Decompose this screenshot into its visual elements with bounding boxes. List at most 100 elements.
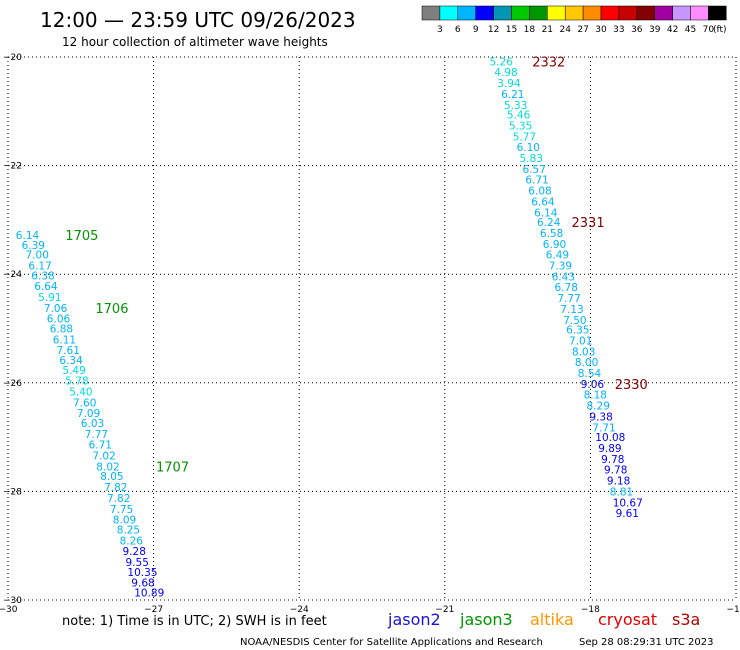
colorbar-label: 33: [613, 25, 624, 35]
colorbar-swatch: [636, 5, 655, 21]
satellite-legend: jason2 jason3 altika cryosat s3a: [387, 610, 700, 629]
x-tick-label: −18: [581, 605, 600, 615]
swh-point: 9.38: [589, 412, 612, 424]
swh-point: 8.02: [96, 461, 119, 473]
x-tick-label: −30: [0, 605, 18, 615]
swh-point: 7.50: [563, 315, 586, 327]
swh-point: 9.28: [123, 546, 146, 558]
colorbar-label: 6: [455, 25, 461, 35]
swh-point: 6.10: [517, 142, 540, 154]
legend-altika: altika: [530, 610, 574, 629]
swh-point: 6.58: [540, 228, 563, 240]
colorbar-legend: 3 6 9 12 15 18 21 24 27 30 33 36 39 42 45 70: [421, 5, 727, 35]
colorbar-label: 15: [506, 25, 517, 35]
swh-point: 8.09: [113, 515, 136, 527]
colorbar-label: 21: [542, 25, 553, 35]
swh-point: 7.02: [92, 451, 115, 463]
swh-point: 6.49: [546, 250, 569, 262]
swh-point: 9.18: [607, 476, 630, 488]
swh-point: 6.64: [34, 281, 58, 293]
legend-s3a: s3a: [672, 610, 700, 629]
swh-point: 7.60: [73, 397, 96, 409]
swh-point: 9.06: [581, 379, 605, 391]
swh-point: 9.89: [598, 443, 621, 455]
swh-point: 6.34: [59, 355, 83, 367]
swh-point: 6.35: [566, 325, 589, 337]
swh-point: 5.83: [520, 153, 543, 165]
swh-point: 7.00: [26, 250, 49, 262]
swh-point: 6.17: [28, 261, 51, 273]
colorbar-label: 12: [488, 25, 499, 35]
colorbar-swatch: [654, 5, 673, 21]
page-subtitle: 12 hour collection of altimeter wave hei…: [62, 35, 328, 49]
swh-point: 6.78: [555, 282, 578, 294]
legend-jason3: jason3: [459, 610, 513, 629]
swh-point: 6.90: [543, 239, 566, 251]
colorbar-swatch: [708, 5, 727, 21]
swh-point: 5.49: [62, 365, 85, 377]
colorbar-swatch: [672, 5, 691, 21]
swh-point: 6.06: [47, 314, 71, 326]
swh-point: 8.81: [610, 486, 633, 498]
swh-point: 6.24: [537, 217, 561, 229]
colorbar-swatch: [618, 5, 638, 21]
swh-point: 5.46: [507, 110, 531, 122]
swh-point: 5.78: [65, 376, 88, 388]
colorbar-label: 24: [559, 25, 571, 35]
time-label: 2330: [615, 378, 648, 393]
swh-point: 9.61: [616, 508, 639, 520]
swh-point: 10.67: [613, 497, 643, 509]
time-label: 1706: [95, 302, 128, 317]
plot-area: −30 −27 −24 −21 −18 −15 −20 −22 −24 −26 −28 −30 6.1…: [0, 53, 740, 615]
colorbar-unit: (ft): [713, 25, 727, 35]
data-points: 6.146.397.006.176.386.645.917.066.066.88…: [16, 56, 643, 599]
swh-point: 7.13: [560, 304, 583, 316]
x-tick-label: −27: [144, 605, 163, 615]
colorbar-swatch: [600, 5, 620, 21]
swh-point: 10.89: [134, 587, 164, 599]
swh-point: 10.08: [595, 432, 625, 444]
colorbar-label: 45: [685, 25, 696, 35]
colorbar-swatch: [457, 5, 476, 21]
colorbar-label: 30: [595, 25, 607, 35]
swh-point: 7.09: [77, 408, 100, 420]
colorbar-swatch: [511, 5, 530, 21]
swh-point: 6.08: [528, 186, 551, 198]
swh-point: 8.26: [120, 535, 144, 547]
colorbar-label: 27: [577, 25, 588, 35]
colorbar-label: 42: [667, 25, 678, 35]
swh-point: 6.11: [53, 334, 76, 346]
swh-point: 7.71: [592, 422, 615, 434]
swh-point: 6.43: [552, 271, 575, 283]
colorbar-label: 3: [437, 25, 443, 35]
swh-point: 4.98: [494, 67, 517, 79]
swh-point: 7.77: [557, 293, 580, 305]
colorbar-swatch: [529, 5, 548, 21]
x-tick-label: −15: [727, 605, 740, 615]
swh-point: 7.77: [85, 429, 108, 441]
swh-point: 7.61: [57, 345, 80, 357]
colorbar-swatch: [439, 5, 459, 21]
y-tick-label: −28: [3, 487, 22, 497]
swh-point: 5.33: [504, 100, 527, 112]
swh-point: 7.82: [104, 482, 127, 494]
colorbar-swatch: [493, 5, 512, 21]
swh-point: 10.35: [127, 567, 157, 579]
swh-point: 9.78: [601, 454, 624, 466]
colorbar-swatch: [475, 5, 494, 21]
swh-point: 9.55: [126, 557, 149, 569]
swh-point: 7.01: [569, 335, 592, 347]
colorbar-swatch: [547, 5, 566, 21]
swh-point: 6.38: [31, 270, 54, 282]
x-tick-label: −21: [435, 605, 454, 615]
time-label: 2332: [532, 55, 565, 70]
swh-point: 9.78: [604, 465, 627, 477]
colorbar-swatch: [564, 5, 584, 21]
grid-lines: [7, 56, 737, 601]
y-tick-label: −26: [3, 379, 22, 389]
colorbar-swatch: [582, 5, 602, 21]
page-title: 12:00 — 23:59 UTC 09/26/2023: [40, 8, 356, 32]
swh-point: 8.18: [584, 390, 607, 402]
footer-note: note: 1) Time is in UTC; 2) SWH is in fe…: [62, 614, 327, 629]
